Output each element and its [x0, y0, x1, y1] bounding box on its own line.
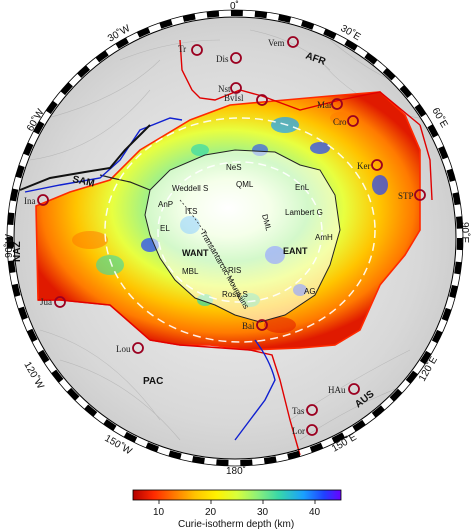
station-marker-nst[interactable]: [230, 82, 242, 94]
station-label-lou: Lou: [116, 344, 131, 354]
region-label-anp: AnP: [158, 200, 173, 209]
colorbar-tick-30: 30: [257, 507, 269, 518]
colorbar-tick-10: 10: [153, 507, 165, 518]
plate-label-sam: SAM: [71, 174, 95, 189]
station-label-ina: Ina: [24, 196, 36, 206]
station-label-bv: BvIsl: [224, 93, 244, 103]
deg-label-90w: 90˚W: [3, 234, 15, 258]
colorbar-ticks: [158, 500, 316, 504]
latitude-ring-1: [104, 117, 376, 343]
station-marker-dis[interactable]: [230, 52, 242, 64]
region-label-want: WANT: [182, 248, 209, 258]
region-label-eant: EANT: [283, 246, 308, 256]
colorbar: [132, 489, 342, 501]
region-label-enl: EnL: [295, 183, 310, 192]
region-label-ag: AG: [304, 287, 316, 296]
station-marker-lou[interactable]: [132, 342, 144, 354]
station-marker-cro[interactable]: [347, 115, 359, 127]
station-marker-hau[interactable]: [348, 383, 360, 395]
station-label-cro: Cro: [333, 117, 347, 127]
station-marker-ker[interactable]: [371, 159, 383, 171]
station-marker-bv[interactable]: [256, 94, 268, 106]
station-label-jua: Jua: [40, 297, 52, 307]
sam-coast: [19, 124, 151, 191]
station-label-lor: Lor: [292, 426, 305, 436]
station-label-ker: Ker: [357, 161, 371, 171]
colorbar-tick-40: 40: [309, 507, 321, 518]
map-frame-ticks: [7, 10, 463, 466]
plate-label-naz: NAZ: [12, 241, 23, 262]
deg-label-0: 0˚: [230, 0, 239, 12]
region-label-lambert: Lambert G: [285, 208, 323, 217]
trench-lines: [24, 117, 276, 441]
station-label-bal: Bal: [242, 321, 255, 331]
region-label-ams: AmH: [315, 233, 333, 242]
region-label-ris: RIS: [228, 266, 241, 275]
station-marker-lor[interactable]: [306, 424, 318, 436]
plate-label-pac: PAC: [143, 376, 163, 387]
station-label-dis: Dis: [216, 54, 229, 64]
station-marker-tr[interactable]: [191, 44, 203, 56]
deg-label-90e: 90˚E: [459, 222, 471, 243]
colorbar-tick-20: 20: [205, 507, 217, 518]
map-frame-outer: [13, 16, 457, 460]
latitude-ring-2: [157, 161, 323, 303]
region-label-weddell: Weddell S: [172, 184, 208, 193]
station-label-stp: STP: [398, 191, 414, 201]
station-label-hau: HAu: [328, 385, 346, 395]
station-label-nst: Nst: [218, 84, 231, 94]
station-label-tas: Tas: [292, 406, 305, 416]
region-label-qml: QML: [236, 180, 254, 189]
region-label-dml: DML: [260, 213, 273, 232]
station-marker-vem[interactable]: [287, 36, 299, 48]
station-marker-bal[interactable]: [256, 319, 268, 331]
region-label-ross: Ross S: [222, 290, 248, 299]
colorbar-title: Curie-isotherm depth (km): [178, 519, 294, 530]
deg-label-30e: 30˚E: [339, 22, 364, 43]
region-label-its: ITS: [185, 207, 197, 216]
antarctic-peninsula: [99, 174, 151, 191]
station-marker-stp[interactable]: [414, 189, 426, 201]
station-marker-tas[interactable]: [306, 404, 318, 416]
station-marker-jua[interactable]: [54, 296, 66, 308]
region-label-els: EL: [160, 224, 170, 233]
station-label-tr: Tr: [178, 44, 186, 54]
region-label-nes: NeS: [226, 163, 242, 172]
deg-label-120w: 120˚W: [21, 360, 46, 392]
region-label-mbl: MBL: [182, 267, 199, 276]
station-marker-ina[interactable]: [37, 194, 49, 206]
station-label-mar: Mar: [317, 100, 332, 110]
map-frame-inner-edge: [6, 9, 464, 467]
station-marker-mar[interactable]: [331, 98, 343, 110]
antarctica-outline: [144, 149, 341, 323]
deg-label-180: 180˚: [226, 465, 246, 477]
station-label-vem: Vem: [268, 38, 285, 48]
